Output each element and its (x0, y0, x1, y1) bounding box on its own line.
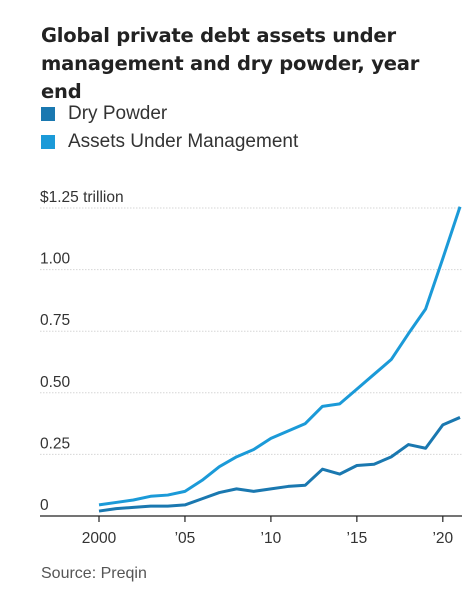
y-tick-label: 0.75 (40, 312, 70, 329)
x-tick-label: ’20 (432, 530, 453, 547)
y-tick-label: 0.25 (40, 435, 70, 452)
y-tick-label: $1.25 trillion (40, 189, 124, 206)
legend-label-dry-powder: Dry Powder (68, 103, 168, 124)
source-note: Source: Preqin (41, 565, 147, 582)
legend-swatch-aum (41, 135, 55, 149)
y-tick-label: 1.00 (40, 251, 71, 268)
x-tick-label: 2000 (82, 530, 117, 547)
x-tick-label: ’05 (175, 530, 196, 547)
y-tick-label: 0.50 (40, 374, 71, 391)
legend-item-dry-powder: Dry Powder (41, 100, 298, 128)
legend-label-aum: Assets Under Management (68, 131, 299, 152)
legend: Dry Powder Assets Under Management (41, 100, 298, 156)
x-tick-label: ’10 (261, 530, 282, 547)
chart-title: Global private debt assets under managem… (41, 24, 420, 103)
legend-item-aum: Assets Under Management (41, 128, 298, 156)
series-line-dry-powder (98, 416, 461, 513)
x-tick-label: ’15 (347, 530, 368, 547)
series-line-aum (98, 206, 462, 507)
y-tick-label: 0 (40, 497, 49, 514)
legend-swatch-dry-powder (41, 107, 55, 121)
